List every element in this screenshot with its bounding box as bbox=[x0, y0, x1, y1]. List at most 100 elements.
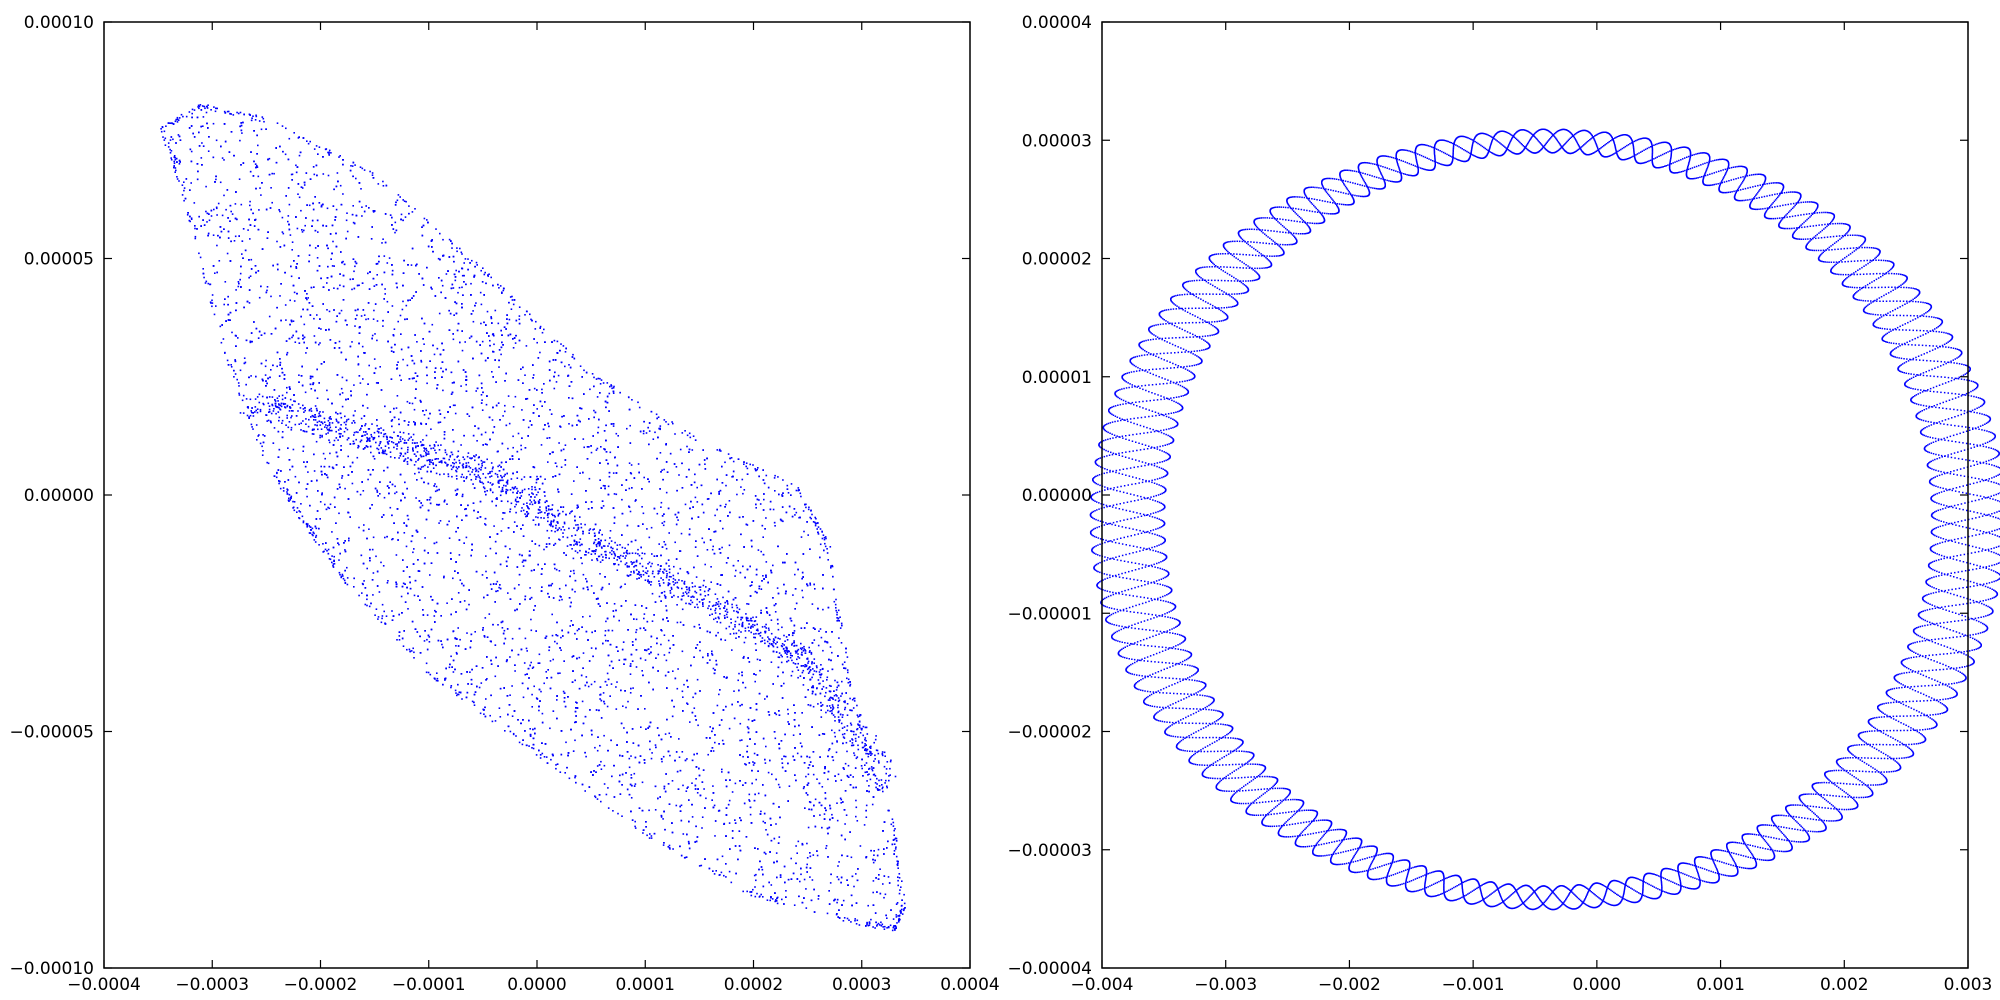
data-point bbox=[308, 254, 311, 256]
data-point bbox=[712, 667, 715, 670]
data-point bbox=[603, 700, 605, 703]
data-point bbox=[827, 856, 829, 858]
data-point bbox=[510, 308, 513, 310]
data-point bbox=[507, 395, 510, 397]
data-point bbox=[481, 481, 483, 484]
data-point bbox=[443, 575, 445, 578]
data-point bbox=[589, 615, 591, 618]
data-point bbox=[675, 523, 678, 526]
data-point bbox=[208, 219, 211, 222]
data-point bbox=[738, 672, 740, 675]
data-point bbox=[564, 464, 567, 466]
data-point bbox=[286, 391, 288, 394]
data-point bbox=[458, 286, 461, 289]
data-point bbox=[474, 455, 476, 458]
data-point bbox=[775, 713, 778, 716]
data-point bbox=[376, 419, 378, 421]
data-point bbox=[809, 548, 811, 550]
data-point bbox=[309, 383, 312, 386]
data-point bbox=[369, 548, 371, 551]
data-point bbox=[562, 536, 564, 538]
data-point bbox=[655, 657, 657, 659]
data-point bbox=[381, 603, 384, 606]
data-point bbox=[484, 271, 486, 274]
data-point bbox=[817, 533, 820, 535]
data-point bbox=[534, 328, 537, 330]
data-point bbox=[239, 139, 241, 142]
data-point bbox=[765, 829, 767, 831]
data-point bbox=[699, 593, 702, 596]
data-point bbox=[326, 207, 329, 210]
data-point bbox=[817, 644, 820, 647]
data-point bbox=[474, 425, 476, 427]
data-point bbox=[746, 603, 748, 605]
data-point bbox=[454, 489, 457, 492]
data-point bbox=[391, 425, 393, 428]
data-point bbox=[433, 444, 436, 446]
data-point bbox=[753, 874, 756, 877]
data-point bbox=[787, 708, 789, 711]
data-point bbox=[765, 561, 768, 563]
data-point bbox=[823, 813, 826, 815]
data-point bbox=[737, 679, 739, 682]
data-point bbox=[711, 654, 714, 656]
data-point bbox=[570, 620, 573, 622]
data-point bbox=[483, 321, 485, 324]
data-point bbox=[448, 666, 451, 669]
data-point bbox=[759, 503, 762, 505]
data-point bbox=[439, 421, 442, 423]
data-point bbox=[770, 884, 773, 886]
data-point bbox=[517, 719, 519, 721]
data-point bbox=[426, 638, 428, 641]
data-point bbox=[781, 494, 783, 496]
data-point bbox=[603, 764, 606, 767]
data-point bbox=[763, 498, 765, 501]
data-point bbox=[480, 682, 483, 684]
data-point bbox=[678, 756, 681, 758]
data-point bbox=[857, 736, 860, 738]
data-point bbox=[687, 840, 690, 843]
data-point bbox=[628, 506, 631, 508]
data-point bbox=[576, 542, 578, 544]
data-point bbox=[338, 543, 340, 546]
data-point bbox=[322, 452, 325, 455]
data-point bbox=[518, 573, 521, 576]
data-point bbox=[237, 281, 240, 283]
data-point bbox=[205, 111, 208, 114]
data-point bbox=[593, 680, 596, 683]
data-point bbox=[611, 629, 614, 632]
data-point bbox=[465, 466, 468, 468]
data-point bbox=[505, 560, 508, 563]
data-point bbox=[307, 297, 309, 299]
data-point bbox=[686, 787, 688, 789]
data-point bbox=[361, 215, 363, 217]
data-point bbox=[523, 476, 526, 478]
data-point bbox=[308, 204, 311, 207]
data-point bbox=[587, 551, 590, 554]
data-point bbox=[415, 497, 417, 499]
data-point bbox=[238, 385, 240, 387]
data-point bbox=[633, 772, 636, 775]
data-point bbox=[468, 415, 471, 417]
data-point bbox=[324, 503, 326, 506]
data-point bbox=[582, 573, 585, 576]
data-point bbox=[396, 395, 399, 397]
data-point bbox=[658, 543, 660, 545]
data-point bbox=[286, 351, 289, 354]
left-scatter-panel: −0.0004 −0.0003 −0.0002 −0.0001 0.0000 0.0001… bbox=[9, 13, 999, 995]
data-point bbox=[468, 603, 470, 606]
data-point bbox=[257, 175, 260, 178]
data-point bbox=[842, 899, 845, 902]
data-point bbox=[696, 792, 699, 794]
data-point bbox=[230, 210, 232, 213]
data-point bbox=[679, 448, 682, 451]
data-point bbox=[317, 231, 319, 233]
data-point bbox=[545, 671, 547, 673]
data-point bbox=[454, 404, 456, 407]
data-point bbox=[423, 450, 426, 452]
data-point bbox=[455, 692, 457, 694]
data-point bbox=[454, 279, 457, 282]
data-point bbox=[316, 257, 319, 259]
data-point bbox=[452, 404, 455, 407]
data-point bbox=[382, 565, 385, 567]
